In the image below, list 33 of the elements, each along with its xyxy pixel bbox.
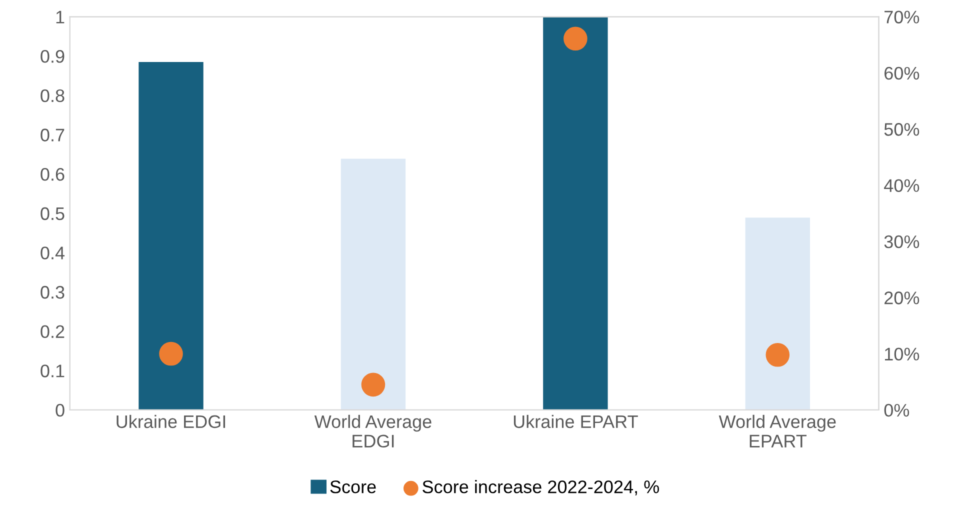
- legend-label: Score increase 2022-2024, %: [422, 480, 659, 496]
- y2-tick-label: 30%: [884, 235, 920, 248]
- y-tick-label: 1: [56, 10, 64, 24]
- y2-tick-label: 0%: [884, 404, 910, 417]
- y-tick-label: 0.5: [40, 207, 64, 220]
- y2-tick-label: 70%: [884, 10, 920, 24]
- point: [361, 372, 386, 397]
- y2-tick-label: 60%: [884, 66, 920, 80]
- y-tick-label: 0: [56, 404, 64, 417]
- x-tick-label: Ukraine EDGI: [116, 414, 226, 428]
- y-tick-label: 0.8: [40, 89, 64, 102]
- bar: [340, 158, 406, 410]
- y2-tick-label: 50%: [884, 123, 920, 136]
- x-tick-label: Ukraine EPART: [514, 414, 638, 428]
- x-tick-label: World Average EPART: [718, 414, 836, 448]
- bar: [138, 62, 204, 410]
- y-tick-label: 0.4: [40, 246, 65, 260]
- point: [159, 342, 183, 366]
- y-tick-label: 0.2: [40, 325, 64, 338]
- x-tick-label: World Average EDGI: [314, 414, 432, 448]
- y-tick-label: 0.1: [40, 364, 64, 378]
- legend-label: Score: [330, 480, 376, 494]
- y2-tick-label: 10%: [884, 348, 920, 361]
- bar: [745, 218, 810, 410]
- point: [564, 26, 588, 51]
- y-tick-label: 0.7: [40, 128, 64, 142]
- y2-tick-label: 40%: [884, 179, 920, 192]
- point: [766, 343, 790, 367]
- y-tick-label: 0.9: [40, 50, 64, 63]
- y-tick-label: 0.6: [40, 168, 64, 181]
- y2-tick-label: 20%: [884, 292, 920, 304]
- y-tick-label: 0.3: [40, 286, 64, 299]
- bar: [543, 16, 608, 410]
